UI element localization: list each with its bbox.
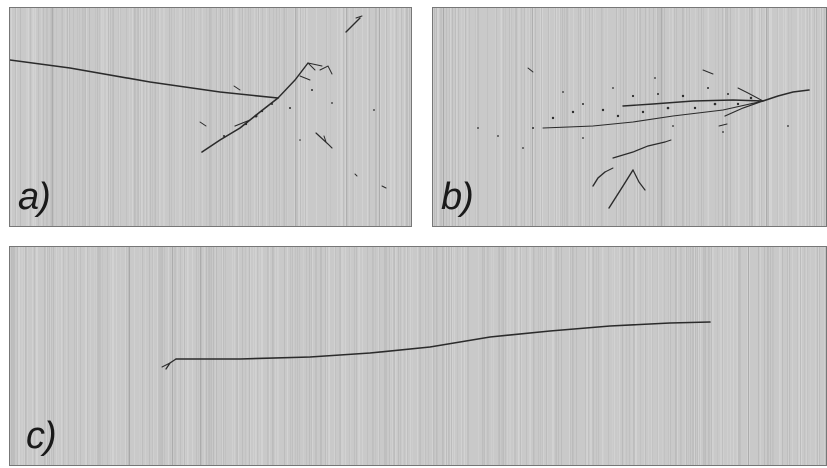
detector-noise-background bbox=[433, 8, 826, 226]
primary-track bbox=[762, 89, 810, 102]
primary-track bbox=[10, 59, 279, 99]
secondary-track bbox=[277, 62, 309, 99]
panel-a-track-image: a) bbox=[9, 7, 412, 227]
panel-label-a: a) bbox=[18, 176, 51, 218]
panel-c-track-image: c) bbox=[9, 246, 827, 466]
primary-track bbox=[175, 321, 711, 360]
particle-tracks bbox=[161, 321, 711, 370]
panel-label-b: b) bbox=[441, 176, 474, 218]
panel-b-track-image: b) bbox=[432, 7, 827, 227]
panel-label-c: c) bbox=[26, 415, 57, 457]
detector-noise-background bbox=[10, 8, 411, 226]
particle-tracks bbox=[477, 67, 810, 209]
particle-tracks bbox=[10, 15, 387, 189]
secondary-track bbox=[201, 97, 279, 153]
